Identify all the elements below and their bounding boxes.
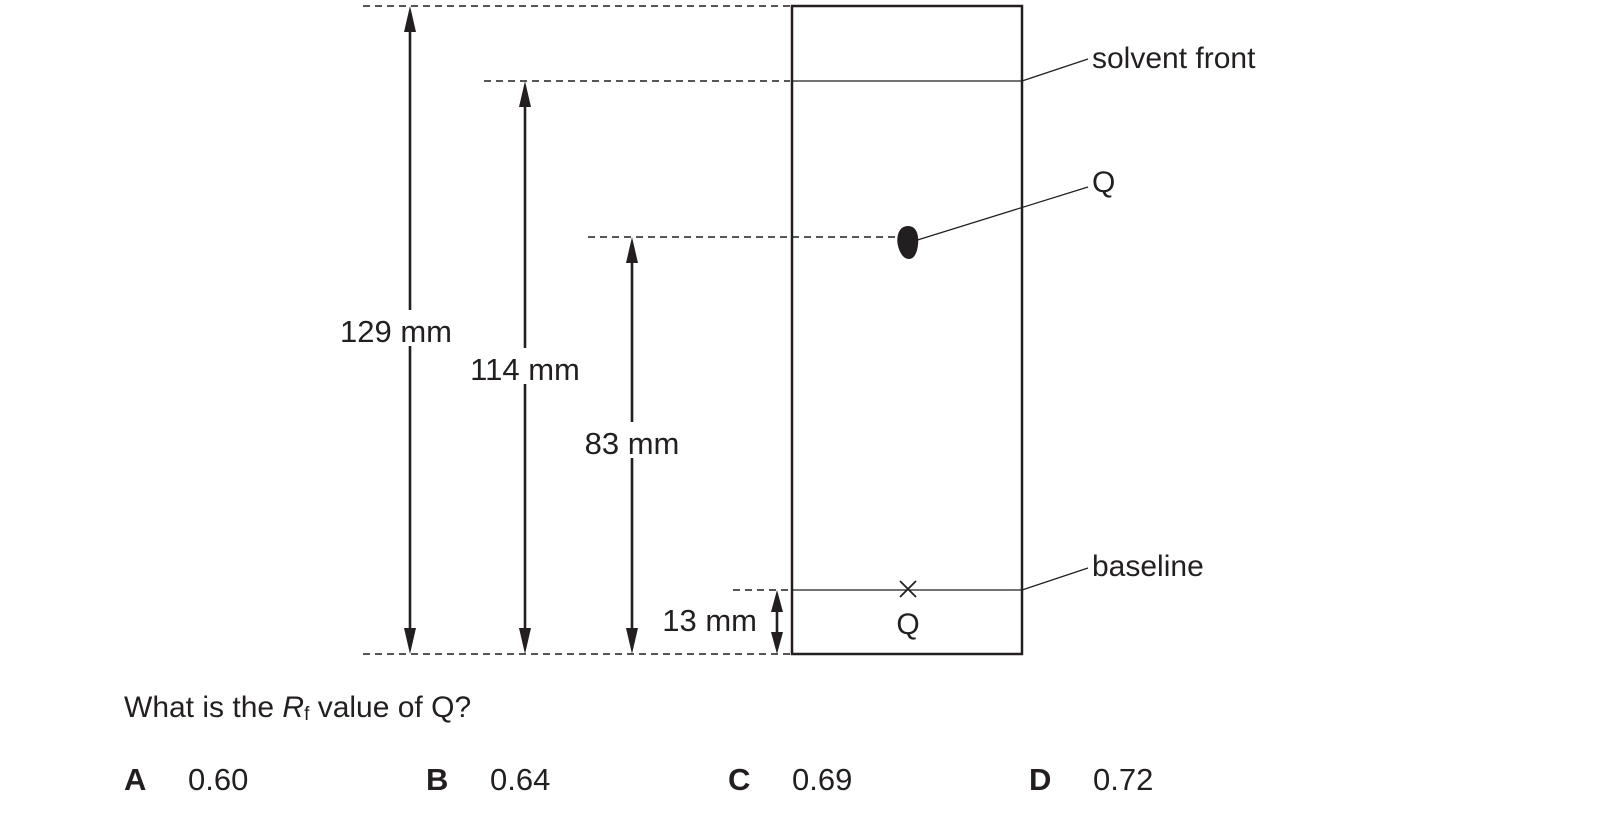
option-a-value: 0.60 bbox=[188, 762, 249, 797]
dimension-13mm bbox=[771, 590, 783, 654]
start-mark-label: Q bbox=[896, 608, 919, 641]
spot-q-leader bbox=[910, 186, 1089, 243]
dimension-114mm-label: 114 mm bbox=[470, 352, 580, 387]
option-c[interactable]: C 0.69 bbox=[728, 762, 852, 798]
rf-subscript: f bbox=[304, 704, 310, 725]
option-b-letter: B bbox=[426, 762, 449, 797]
option-c-letter: C bbox=[728, 762, 751, 797]
solvent-front-leader bbox=[1021, 58, 1089, 82]
dimension-83mm bbox=[626, 237, 638, 654]
option-b[interactable]: B 0.64 bbox=[426, 762, 550, 798]
rf-symbol: R bbox=[282, 691, 305, 724]
baseline-label: baseline bbox=[1092, 550, 1204, 583]
option-c-value: 0.69 bbox=[792, 762, 853, 797]
option-d[interactable]: D 0.72 bbox=[1029, 762, 1153, 798]
option-b-value: 0.64 bbox=[490, 762, 551, 797]
dimension-129mm bbox=[404, 6, 416, 654]
spot-q-label: Q bbox=[1092, 166, 1115, 199]
baseline-leader bbox=[1021, 567, 1089, 591]
option-d-value: 0.72 bbox=[1093, 762, 1154, 797]
start-cross bbox=[899, 580, 917, 598]
dimension-83mm-label: 83 mm bbox=[585, 426, 680, 461]
option-a[interactable]: A 0.60 bbox=[124, 762, 248, 798]
dimension-129mm-label: 129 mm bbox=[340, 314, 452, 349]
option-a-letter: A bbox=[124, 762, 147, 797]
spot-q bbox=[897, 226, 919, 259]
option-d-letter: D bbox=[1029, 762, 1052, 797]
question-text: What is the Rf value of Q? bbox=[124, 691, 472, 725]
dimension-114mm bbox=[519, 81, 531, 654]
dimension-13mm-label: 13 mm bbox=[662, 603, 757, 638]
chromatography-paper bbox=[790, 4, 1024, 656]
solvent-front-label: solvent front bbox=[1092, 42, 1256, 75]
